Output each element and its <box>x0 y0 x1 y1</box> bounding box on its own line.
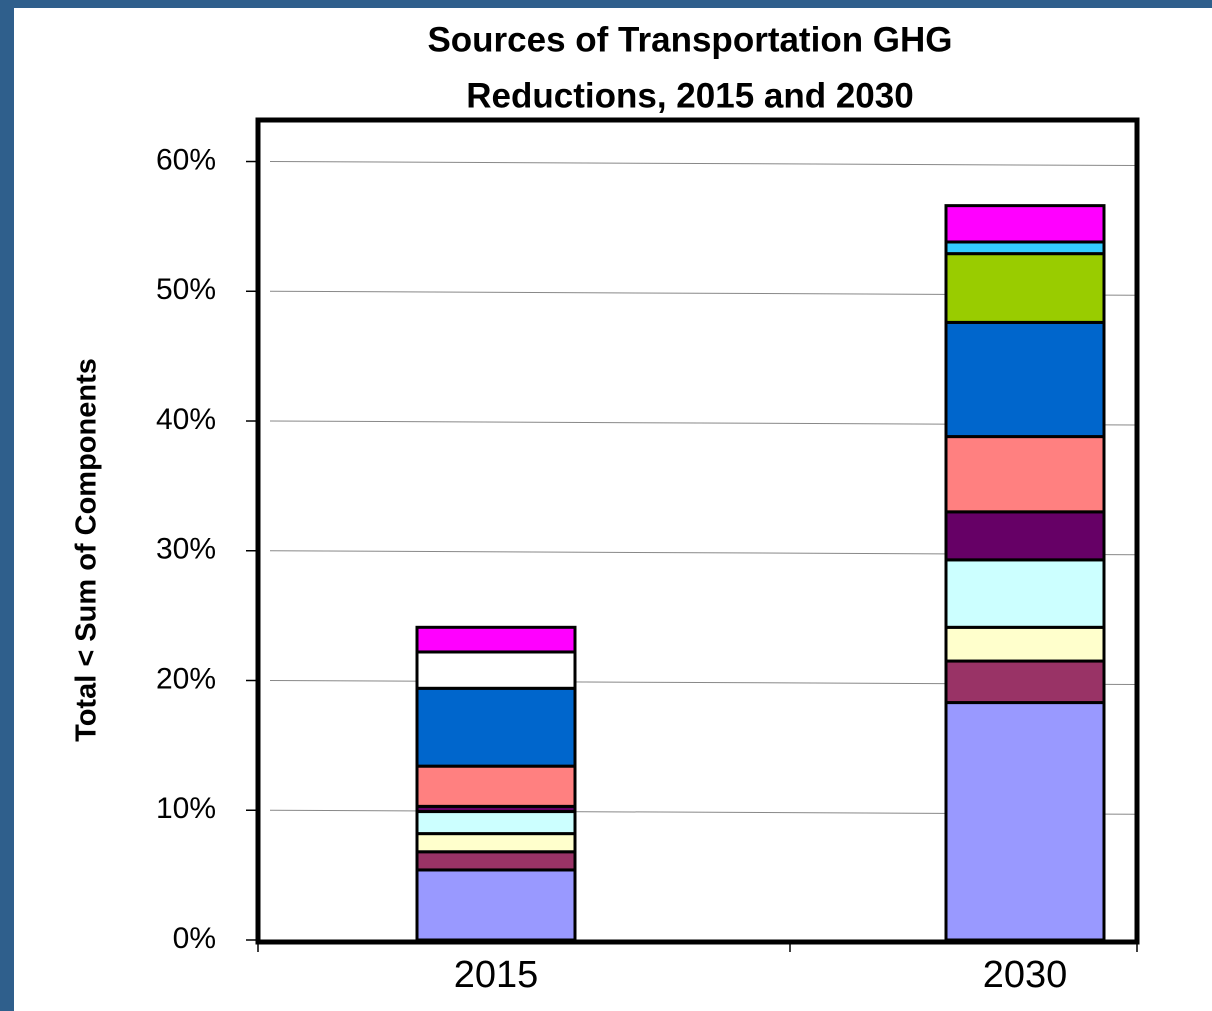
y-tick-label: 40% <box>156 403 216 436</box>
chart-title-line: Reductions, 2015 and 2030 <box>466 76 913 115</box>
y-axis-label: Total < Sum of Components <box>71 358 103 742</box>
bar-segment <box>944 435 1106 514</box>
bar-segment <box>415 850 577 872</box>
bar-segment <box>944 558 1106 629</box>
bar-segment <box>415 764 577 808</box>
y-tick-label: 20% <box>156 662 216 695</box>
bar-segment <box>415 810 577 836</box>
y-tick-label: 0% <box>173 922 216 955</box>
bar-segment <box>944 204 1106 244</box>
chart-title-line: Sources of Transportation GHG <box>427 20 952 59</box>
bar-segment <box>944 252 1106 324</box>
bar-segment <box>944 510 1106 562</box>
bar-segment <box>415 868 577 942</box>
x-tick-label: 2030 <box>983 954 1068 996</box>
y-tick-label: 30% <box>156 533 216 566</box>
y-tick-label: 60% <box>156 143 216 176</box>
bar-segment <box>944 625 1106 663</box>
bar-segment <box>944 240 1106 256</box>
y-tick-label: 10% <box>156 792 216 825</box>
plot-frame <box>255 117 1140 945</box>
bar-segment <box>415 832 577 854</box>
x-tick-label: 2015 <box>454 954 539 996</box>
bar-segment <box>415 625 577 654</box>
bar-segment <box>944 320 1106 439</box>
bar-segment <box>415 686 577 768</box>
grid-line <box>269 161 1138 167</box>
bar-segment <box>944 701 1106 942</box>
y-tick-label: 50% <box>156 273 216 306</box>
bar-segment <box>415 650 577 690</box>
bar-segment <box>944 659 1106 705</box>
